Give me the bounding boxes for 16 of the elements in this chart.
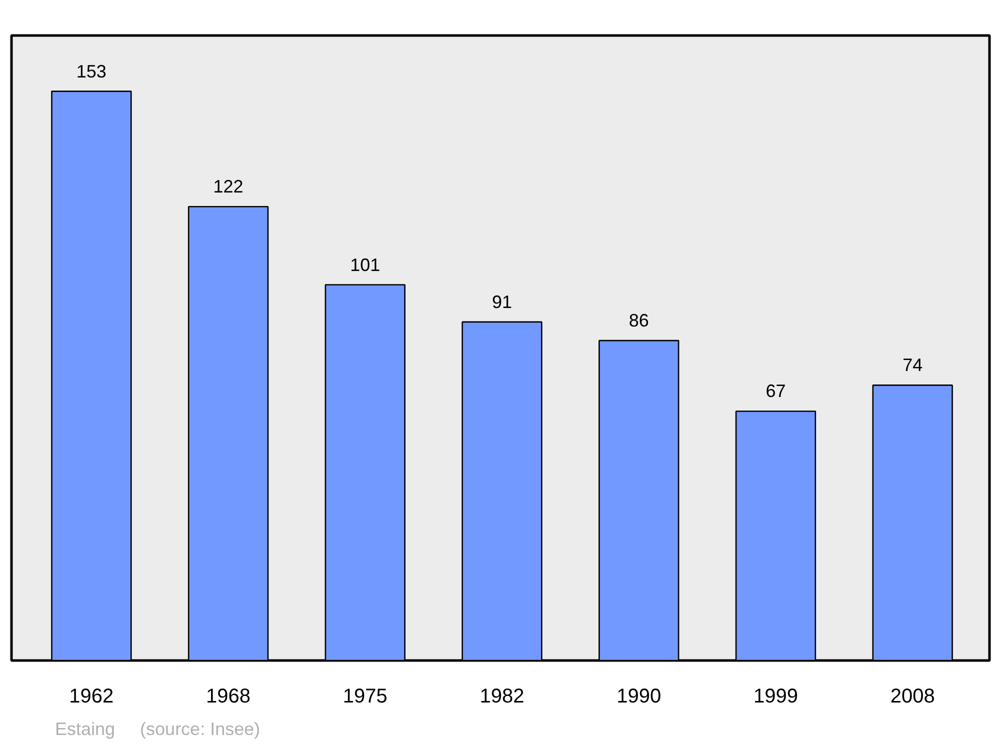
x-tick-label: 2008 [890, 686, 935, 708]
x-tick-label: 1982 [480, 686, 524, 708]
data-label: 67 [766, 381, 786, 402]
x-tick-label: 1990 [616, 686, 662, 708]
x-tick-label: 1999 [753, 686, 798, 708]
x-tick-label: 1962 [69, 686, 114, 708]
data-label: 101 [350, 254, 380, 275]
text: Estaing [55, 719, 116, 739]
data-label: 153 [76, 61, 106, 82]
data-label: 91 [492, 292, 512, 312]
text: (source: Insee) [140, 719, 260, 739]
data-label: 122 [213, 176, 244, 197]
data-label: 86 [628, 310, 649, 331]
x-tick-label: 1975 [342, 686, 388, 708]
data-label: 74 [902, 355, 923, 376]
x-tick-label: 1968 [206, 686, 251, 708]
